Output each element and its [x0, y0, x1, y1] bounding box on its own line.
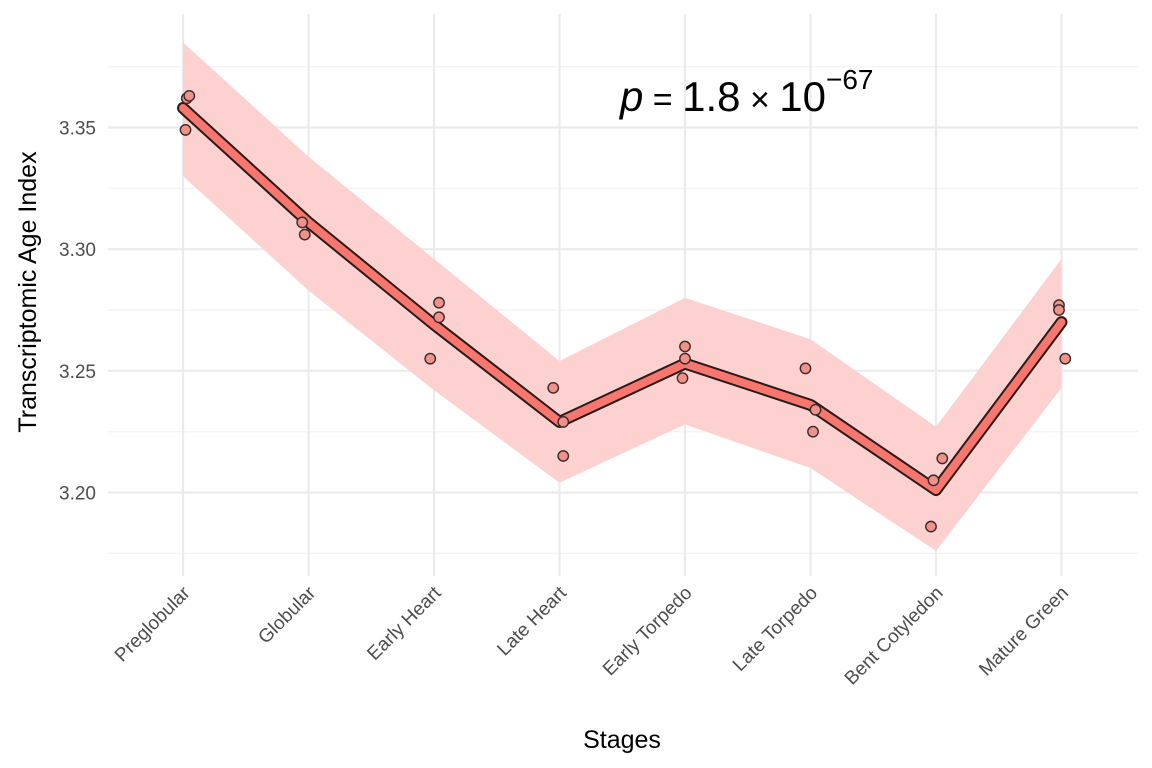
x-tick-label: Preglobular: [111, 582, 195, 666]
data-point: [936, 452, 949, 465]
data-point: [679, 340, 691, 353]
x-tick-label: Early Torpedo: [599, 583, 697, 681]
data-points-layer: [179, 89, 1072, 533]
x-tick-label: Late Torpedo: [729, 583, 822, 676]
p-base: 10: [779, 73, 826, 120]
data-point: [433, 296, 445, 309]
data-point: [679, 352, 691, 365]
x-tick-label: Bent Cotyledon: [841, 583, 948, 690]
data-point: [183, 89, 196, 102]
equals-sign: =: [643, 81, 682, 119]
x-axis-ticks: Preglobular Globular Early Heart Late Heart…: [111, 582, 1073, 689]
y-tick-label: 3.25: [59, 362, 96, 383]
y-tick-label: 3.35: [59, 119, 96, 140]
data-point: [809, 403, 822, 416]
data-point: [799, 362, 812, 375]
p-exponent: −67: [826, 64, 874, 95]
x-tick-label: Mature Green: [975, 583, 1073, 681]
y-tick-label: 3.30: [59, 240, 96, 261]
mean-line-layer: [177, 102, 1068, 497]
y-axis-ticks: 3.20 3.25 3.30 3.35: [59, 119, 96, 505]
times-sign: ×: [741, 81, 780, 119]
data-point: [298, 228, 311, 241]
data-point: [296, 216, 309, 229]
data-point: [424, 352, 437, 365]
y-tick-label: 3.20: [59, 484, 96, 505]
x-tick-label: Early Heart: [363, 582, 446, 665]
y-axis-label: Transcriptomic Age Index: [14, 151, 42, 433]
p-symbol: p: [618, 73, 643, 120]
x-axis-label: Stages: [583, 726, 661, 754]
mean-line: [179, 104, 1066, 495]
p-mantissa: 1.8: [682, 73, 740, 120]
p-value-annotation: p = 1.8 × 10−67: [618, 64, 873, 120]
data-point: [557, 450, 570, 462]
data-point: [433, 311, 445, 324]
x-tick-label: Late Heart: [493, 582, 571, 660]
data-point: [557, 416, 570, 428]
data-point: [927, 474, 940, 487]
data-point: [547, 381, 560, 394]
data-point: [179, 124, 192, 136]
data-point: [807, 425, 819, 438]
data-point: [676, 372, 689, 385]
data-point: [925, 520, 937, 533]
data-point: [1059, 352, 1072, 365]
x-tick-label: Globular: [254, 582, 320, 648]
data-point: [1053, 304, 1065, 316]
